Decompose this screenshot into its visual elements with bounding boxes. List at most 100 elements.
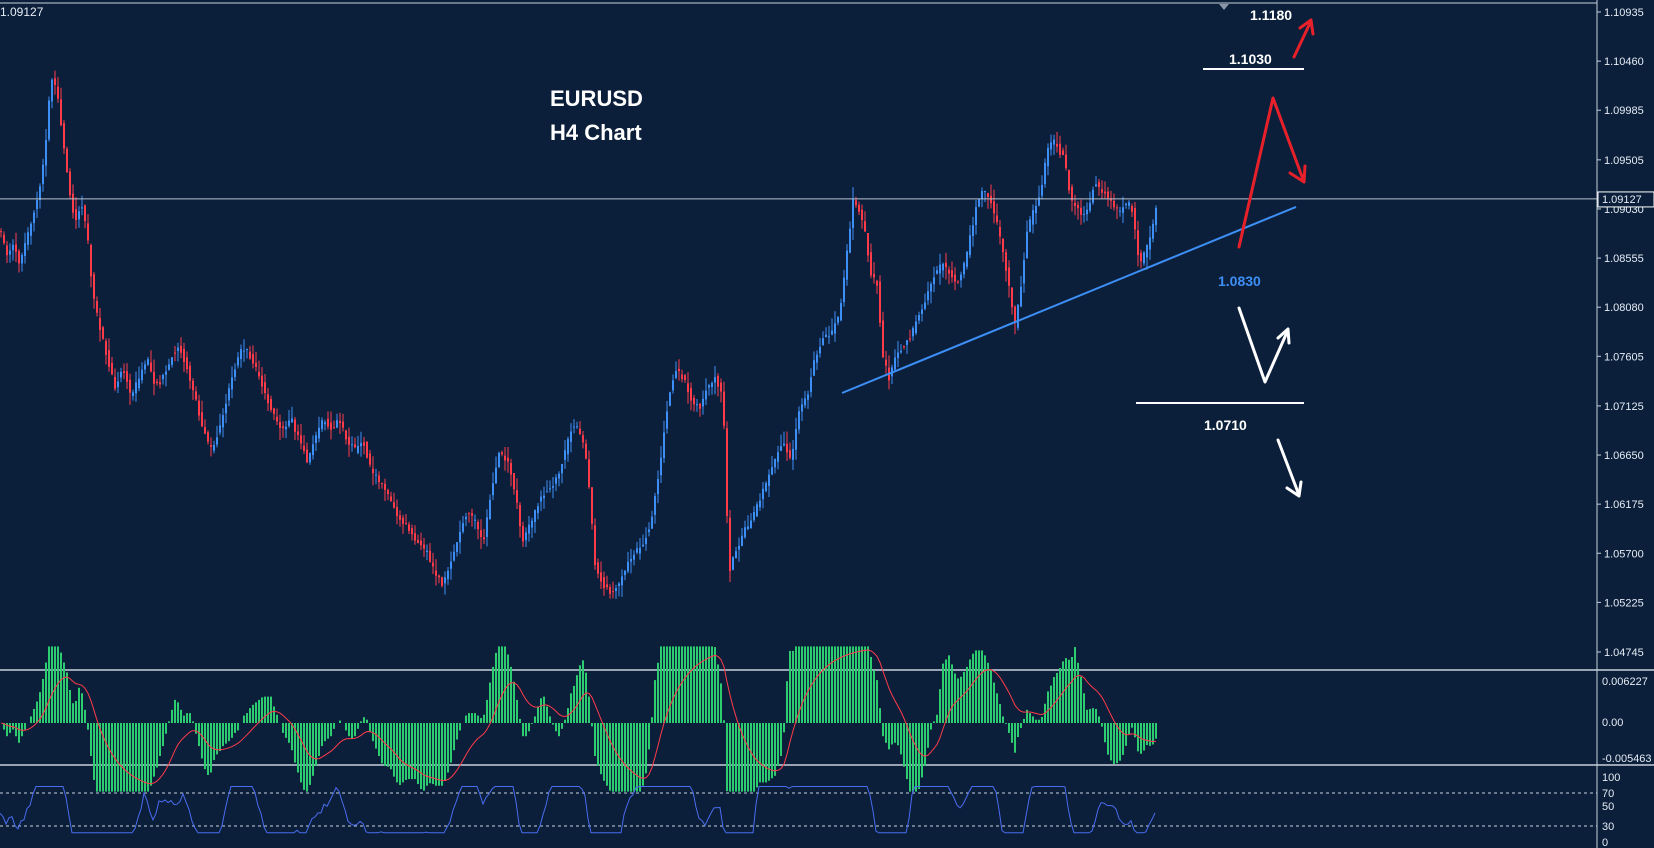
- macd-bar: [501, 646, 503, 723]
- macd-bar: [759, 723, 761, 783]
- bear-candle: [108, 350, 110, 367]
- price-tick-label: 1.09505: [1604, 155, 1644, 167]
- bull-candle: [768, 474, 770, 486]
- macd-bar: [369, 723, 371, 733]
- bear-candle: [945, 262, 947, 268]
- bear-candle: [210, 445, 212, 447]
- macd-bar: [324, 723, 326, 742]
- macd-bar: [738, 723, 740, 792]
- bull-candle: [627, 561, 629, 572]
- bull-candle: [558, 473, 560, 479]
- macd-bar: [453, 723, 455, 751]
- bull-candle: [933, 277, 935, 285]
- bear-candle: [180, 345, 182, 353]
- bull-candle: [495, 467, 497, 484]
- macd-bar: [354, 723, 356, 737]
- red-arrow-up: [1292, 19, 1313, 59]
- macd-bar: [339, 720, 341, 723]
- bear-candle: [60, 99, 62, 126]
- bull-candle: [1119, 210, 1121, 212]
- macd-bar: [852, 646, 854, 723]
- macd-bar: [312, 723, 314, 776]
- macd-bar: [465, 715, 467, 723]
- bull-candle: [318, 427, 320, 439]
- macd-bar: [564, 719, 566, 723]
- bull-candle: [750, 520, 752, 529]
- bull-candle: [30, 223, 32, 236]
- macd-bar: [576, 675, 578, 723]
- macd-bar: [981, 650, 983, 723]
- bear-candle: [66, 148, 68, 173]
- macd-bar: [99, 723, 101, 792]
- macd-bar: [954, 673, 956, 723]
- macd-bar: [570, 693, 572, 723]
- ascending-trendline[interactable]: [841, 205, 1297, 394]
- bear-candle: [369, 453, 371, 465]
- bear-candle: [729, 517, 731, 572]
- bull-candle: [702, 398, 704, 407]
- macd-bar: [933, 721, 935, 723]
- macd-bar: [1032, 716, 1034, 723]
- rsi-line: [0, 786, 1156, 834]
- bull-candle: [561, 463, 563, 474]
- macd-bar: [801, 646, 803, 723]
- macd-bar: [372, 723, 374, 742]
- bear-candle: [63, 123, 65, 149]
- bear-candle: [516, 490, 518, 503]
- macd-bar: [219, 723, 221, 752]
- bull-candle: [570, 431, 572, 442]
- bull-candle: [498, 452, 500, 468]
- macd-bar: [1116, 723, 1118, 764]
- macd-bar: [588, 696, 590, 723]
- macd-bar: [258, 699, 260, 723]
- macd-bar: [966, 666, 968, 723]
- bear-candle: [948, 269, 950, 274]
- bull-candle: [309, 453, 311, 463]
- bear-candle: [204, 427, 206, 434]
- macd-bar: [924, 723, 926, 766]
- macd-bar: [951, 664, 953, 723]
- macd-bar: [735, 723, 737, 792]
- corner-price-label: 1.09127: [0, 5, 44, 19]
- bull-candle: [1155, 207, 1157, 226]
- bull-candle: [921, 309, 923, 315]
- macd-bar: [660, 646, 662, 723]
- macd-bar: [129, 723, 131, 792]
- bear-candle: [294, 419, 296, 432]
- macd-bar: [699, 646, 701, 723]
- macd-bar: [996, 693, 998, 723]
- bull-candle: [228, 388, 230, 401]
- macd-bar: [702, 646, 704, 723]
- macd-bar: [45, 662, 47, 723]
- bull-candle: [852, 199, 854, 229]
- bear-candle: [363, 442, 365, 446]
- macd-bar: [495, 652, 497, 723]
- macd-bar: [552, 723, 554, 725]
- bull-candle: [213, 444, 215, 451]
- macd-bar: [192, 721, 194, 723]
- bear-candle: [330, 422, 332, 430]
- bear-candle: [471, 513, 473, 516]
- macd-bar: [897, 723, 899, 746]
- bear-candle: [72, 193, 74, 213]
- bull-candle: [972, 225, 974, 237]
- macd-bar: [591, 723, 593, 727]
- white-arrowhead-up-icon: [1276, 327, 1291, 345]
- bear-candle: [1062, 150, 1064, 155]
- chart-symbol-title: EURUSD: [550, 86, 643, 111]
- bull-candle: [78, 211, 80, 220]
- bear-candle: [600, 572, 602, 582]
- macd-bar: [693, 646, 695, 723]
- bear-candle: [504, 455, 506, 461]
- trend-support-label: 1.0830: [1218, 273, 1261, 289]
- macd-bar: [672, 646, 674, 723]
- macd-bar: [1014, 723, 1016, 753]
- bull-candle: [630, 558, 632, 562]
- bull-candle: [474, 519, 476, 521]
- macd-bar: [747, 723, 749, 792]
- macd-bar: [1101, 723, 1103, 727]
- bull-candle: [492, 483, 494, 496]
- macd-bar: [459, 723, 461, 731]
- shift-marker-icon[interactable]: [1219, 4, 1229, 10]
- bear-candle: [306, 449, 308, 463]
